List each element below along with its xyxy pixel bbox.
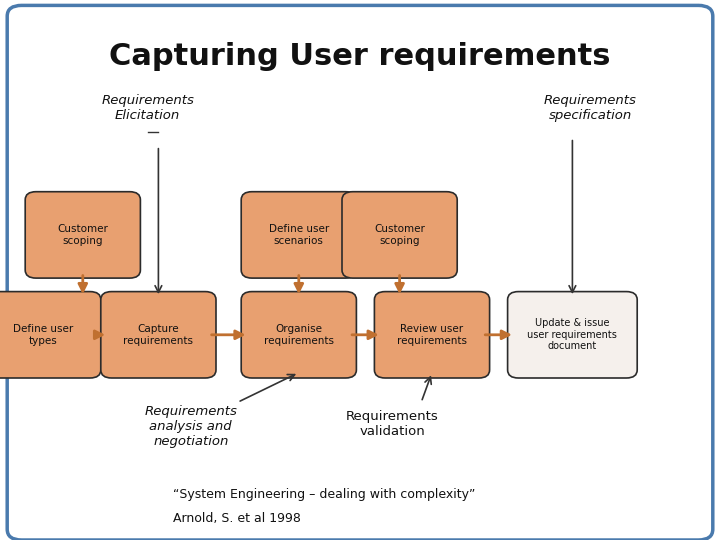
Text: “System Engineering – dealing with complexity”: “System Engineering – dealing with compl…	[173, 488, 475, 501]
FancyBboxPatch shape	[508, 292, 637, 378]
Text: Customer
scoping: Customer scoping	[58, 224, 108, 246]
Text: Organise
requirements: Organise requirements	[264, 324, 334, 346]
Text: Define user
types: Define user types	[13, 324, 73, 346]
Text: Define user
scenarios: Define user scenarios	[269, 224, 329, 246]
FancyBboxPatch shape	[342, 192, 457, 278]
Text: Requirements
specification: Requirements specification	[544, 94, 636, 122]
FancyBboxPatch shape	[7, 5, 713, 540]
Text: Requirements
analysis and
negotiation: Requirements analysis and negotiation	[145, 405, 237, 448]
FancyBboxPatch shape	[374, 292, 490, 378]
FancyBboxPatch shape	[241, 292, 356, 378]
Text: Customer
scoping: Customer scoping	[374, 224, 425, 246]
Text: Arnold, S. et al 1998: Arnold, S. et al 1998	[173, 512, 301, 525]
Text: Requirements
validation: Requirements validation	[346, 410, 438, 438]
Text: Capturing User requirements: Capturing User requirements	[109, 42, 611, 71]
Text: Requirements
Elicitation: Requirements Elicitation	[102, 94, 194, 122]
Text: Review user
requirements: Review user requirements	[397, 324, 467, 346]
FancyBboxPatch shape	[25, 192, 140, 278]
Text: Capture
requirements: Capture requirements	[123, 324, 194, 346]
FancyBboxPatch shape	[0, 292, 101, 378]
Text: Update & issue
user requirements
document: Update & issue user requirements documen…	[528, 318, 617, 352]
FancyBboxPatch shape	[101, 292, 216, 378]
FancyBboxPatch shape	[241, 192, 356, 278]
